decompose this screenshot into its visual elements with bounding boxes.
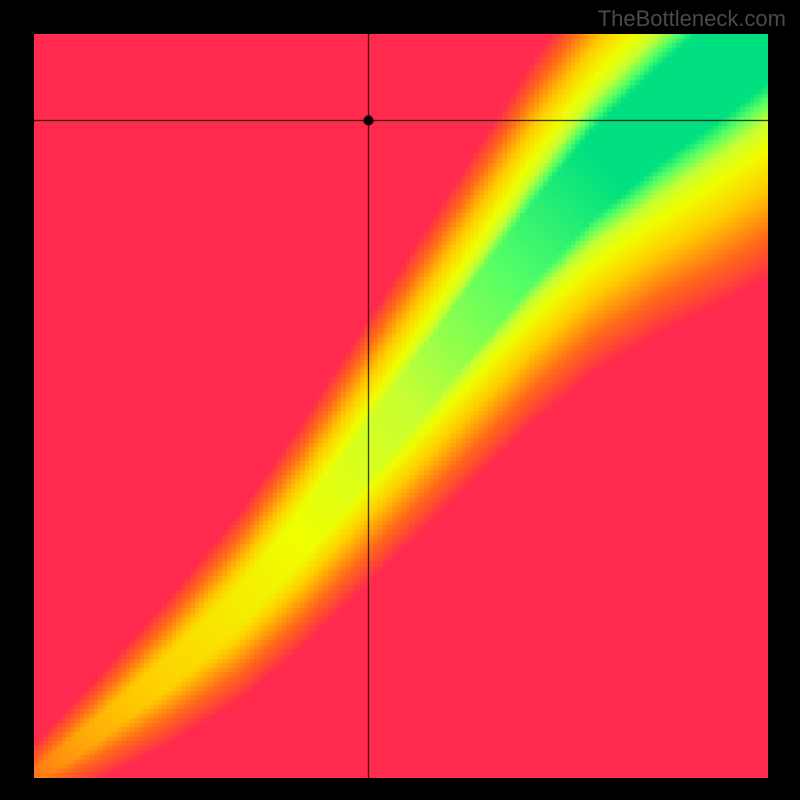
heatmap-plot — [34, 34, 768, 778]
watermark-text: TheBottleneck.com — [598, 6, 786, 32]
crosshair-overlay — [34, 34, 768, 778]
